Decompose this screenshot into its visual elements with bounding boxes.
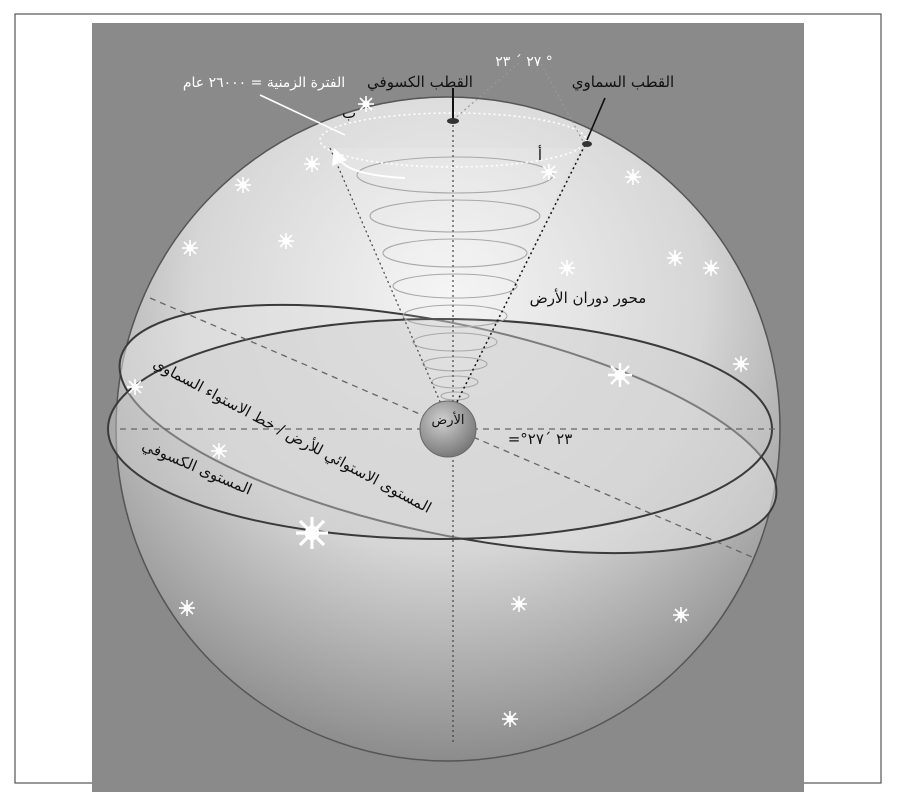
ecliptic-pole-label: القطب الكسوفي <box>367 73 473 92</box>
star-icon <box>732 355 750 373</box>
rotation-axis-line <box>447 144 586 421</box>
point-a-label: أ <box>538 145 542 164</box>
star-icon <box>501 710 519 728</box>
rotation-axis-label: محور دوران الأرض <box>530 288 647 307</box>
star-icon <box>181 239 199 257</box>
precession-cone <box>330 148 580 420</box>
star-icon <box>303 155 321 173</box>
star-icon <box>540 163 558 181</box>
precession-circle <box>319 112 587 168</box>
star-icon <box>606 361 634 389</box>
star-icon <box>178 599 196 617</box>
period-label: الفترة الزمنية = ٢٦٠٠٠ عام <box>183 75 345 91</box>
celestial-pole-pointer <box>586 97 606 141</box>
ecliptic-pole-dot <box>447 118 459 124</box>
earth-label: الأرض <box>431 411 464 428</box>
star-icon <box>357 95 375 113</box>
angle-ray-2 <box>539 61 586 146</box>
star-icon <box>702 259 720 277</box>
star-icon <box>126 378 144 396</box>
star-icon <box>624 168 642 186</box>
star-icon <box>210 442 228 460</box>
star-icon <box>510 595 528 613</box>
star-icon <box>294 515 330 551</box>
star-icon <box>234 176 252 194</box>
earth <box>419 400 477 458</box>
mid-angle-label: =°٢٣ ´٢٧ <box>508 430 573 448</box>
star-icon <box>672 606 690 624</box>
top-angle-label: ٢٧ ´ ٢٣ ° <box>495 54 552 70</box>
precession-arrowhead <box>332 148 347 166</box>
star-icon <box>277 232 295 250</box>
star-icon <box>666 249 684 267</box>
precession-arrow <box>339 159 406 179</box>
point-b-label: ب <box>342 104 356 122</box>
celestial-pole-dot <box>582 141 592 147</box>
celestial-pole-label: القطب السماوي <box>572 73 674 92</box>
star-icon <box>558 259 576 277</box>
period-pointer <box>259 94 346 136</box>
